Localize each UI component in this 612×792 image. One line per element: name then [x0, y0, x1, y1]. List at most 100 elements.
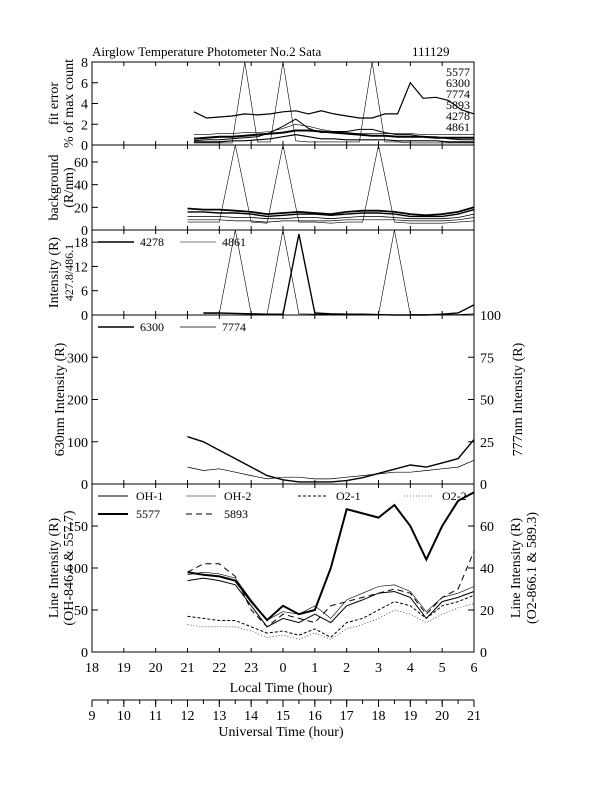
- y-tick-label: 100: [67, 562, 88, 577]
- legend-label-O2-2: O2-2: [442, 489, 467, 503]
- ut-tick-label: 13: [212, 709, 226, 724]
- y-label: fit error: [47, 82, 62, 125]
- y-tick-label: 0: [81, 224, 88, 239]
- y-tick-label: 2: [81, 118, 88, 133]
- y-label-2: 427.8/486.1: [62, 244, 76, 301]
- y-tick-label: 6: [81, 77, 88, 92]
- local-tick-label: 23: [244, 661, 258, 676]
- legend-label-5577: 5577: [136, 507, 160, 521]
- y-label-2: (R/nm): [62, 167, 77, 208]
- ut-tick-label: 18: [372, 709, 386, 724]
- y-label-2: (OH-846.6 & 557.7): [62, 510, 77, 625]
- y-label: Line Intensity (R): [47, 518, 62, 619]
- legend-label-6300: 6300: [446, 76, 470, 90]
- y-label: background: [47, 154, 62, 220]
- y-label: Intensity (R): [47, 237, 62, 308]
- series-line-5893: [187, 551, 475, 628]
- local-tick-label: 6: [471, 661, 478, 676]
- series-line-bg4: [187, 217, 475, 223]
- local-tick-label: 1: [311, 661, 318, 676]
- y-tick-label: 18: [74, 236, 88, 251]
- legend-label-O2-1: O2-1: [336, 489, 361, 503]
- series-line-OH-1: [187, 577, 475, 628]
- y-tick-label: 0: [81, 646, 88, 661]
- legend-label-4861: 4861: [222, 235, 246, 249]
- ut-tick-label: 21: [467, 709, 481, 724]
- ut-tick-label: 20: [435, 709, 449, 724]
- series-line-OH-2: [187, 571, 475, 621]
- panel-oh_o2_lines: 0 50 100 150 0 20 40 60 Line Intensity (R) (OH-84…: [47, 483, 540, 661]
- local-tick-label: 2: [343, 661, 350, 676]
- y-tick-label: 0: [81, 478, 88, 493]
- y-tick-right-label: 75: [480, 351, 494, 366]
- local-time-label: Local Time (hour): [230, 681, 333, 696]
- panel-frame: [91, 314, 475, 485]
- series-line-O2-2: [187, 603, 475, 640]
- ut-tick-label: 17: [340, 709, 354, 724]
- panel-background: 0 20 40 60 background (R/nm): [47, 144, 475, 239]
- ut-tick-label: 10: [117, 709, 131, 724]
- time-axes: 18 19 20 21 22 23 0 1 2 3 4 5 69 10 11 12 13 14 15 16 17 18 19…: [85, 661, 481, 724]
- chart-title: Airglow Temperature Photometer No.2 Sata: [92, 44, 322, 59]
- y-tick-label: 6: [81, 285, 88, 300]
- y-tick-right-label: 60: [480, 520, 494, 535]
- series-line-bg1: [187, 206, 475, 217]
- series-line-7774: [187, 459, 475, 480]
- local-tick-label: 22: [212, 661, 226, 676]
- y-tick-label: 0: [81, 309, 88, 324]
- y-tick-label: 100: [67, 436, 88, 451]
- series-line-5577: [187, 491, 475, 622]
- local-tick-label: 3: [375, 661, 382, 676]
- legend-label-6300: 6300: [140, 320, 164, 334]
- y-tick-label: 300: [67, 351, 88, 366]
- ut-tick-label: 16: [308, 709, 322, 724]
- series-line-bg2: [187, 208, 475, 218]
- ut-tick-label: 15: [276, 709, 290, 724]
- y-tick-label: 40: [74, 179, 88, 194]
- local-tick-label: 20: [149, 661, 163, 676]
- y-tick-label: 200: [67, 394, 88, 409]
- y-tick-label: 150: [67, 520, 88, 535]
- y-label: 630nm Intensity (R): [53, 342, 68, 456]
- y-label-right: 777nm Intensity (R): [511, 342, 526, 456]
- y-tick-label: 20: [74, 201, 88, 216]
- series-line-4278: [193, 133, 474, 143]
- panel-blue_lines: 0 6 12 18 Intensity (R) 427.8/486.1 4278 4861: [47, 229, 475, 324]
- y-tick-label: 50: [74, 604, 88, 619]
- legend-label-5893: 5893: [224, 507, 248, 521]
- y-tick-right-label: 40: [480, 562, 494, 577]
- ut-label: Universal Time (hour): [218, 725, 344, 740]
- series-line-5577: [193, 81, 475, 119]
- chart-date: 111129: [412, 44, 450, 59]
- y-label-2: % of max count: [62, 59, 77, 148]
- ut-tick-label: 19: [403, 709, 417, 724]
- panel-fit_error: 0 2 4 6 8 fit error% of max count 557763007774…: [47, 56, 475, 154]
- local-tick-label: 5: [439, 661, 446, 676]
- ut-tick-label: 14: [244, 709, 258, 724]
- y-tick-label: 4: [81, 98, 88, 113]
- y-tick-right-label: 50: [480, 394, 494, 409]
- y-tick-label: 0: [81, 139, 88, 154]
- legend-label-5893: 5893: [446, 98, 470, 112]
- local-tick-label: 18: [85, 661, 99, 676]
- legend-label-4278: 4278: [140, 235, 164, 249]
- y-tick-label: 60: [74, 156, 88, 171]
- y-tick-right-label: 0: [480, 646, 487, 661]
- series-line-O2-1: [187, 594, 475, 638]
- panel-frame: [91, 144, 475, 231]
- y-tick-right-label: 100: [480, 309, 501, 324]
- series-line-bg3: [187, 213, 475, 220]
- y-tick-right-label: 0: [480, 478, 487, 493]
- legend-label-7774: 7774: [222, 320, 246, 334]
- legend-label-OH-2: OH-2: [224, 489, 251, 503]
- legend-label-4861: 4861: [446, 120, 470, 134]
- y-tick-right-label: 25: [480, 436, 494, 451]
- local-tick-label: 21: [181, 661, 195, 676]
- y-tick-label: 8: [81, 56, 88, 71]
- local-tick-label: 19: [117, 661, 131, 676]
- y-tick-right-label: 20: [480, 604, 494, 619]
- y-tick-label: 12: [74, 260, 88, 275]
